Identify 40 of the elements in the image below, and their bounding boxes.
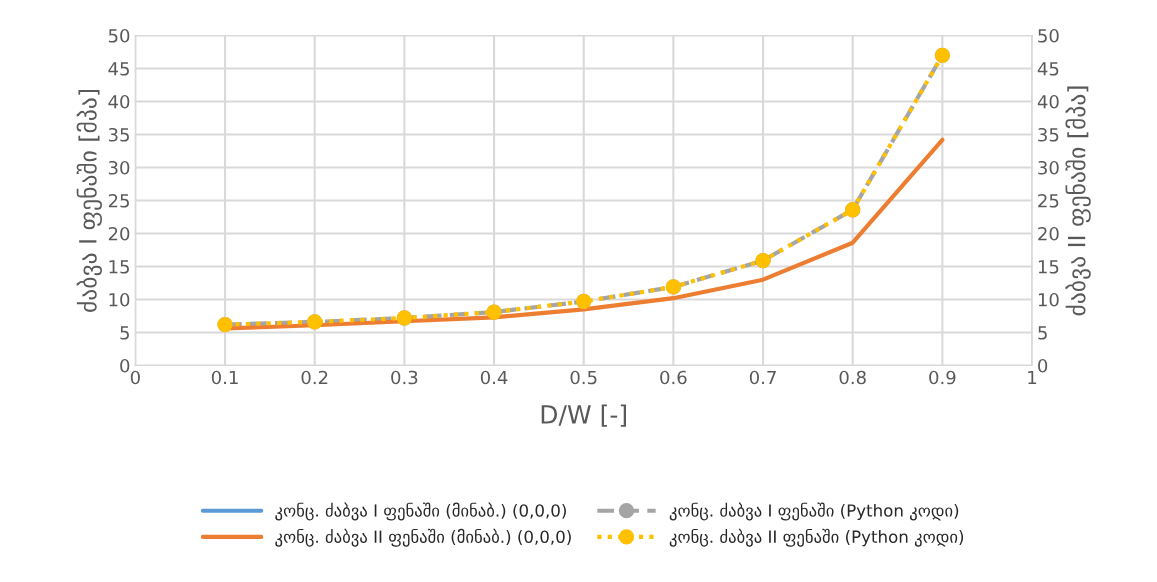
y2-tick-label: 25: [1038, 193, 1059, 208]
y-tick-label: 0: [120, 358, 130, 373]
legend-label: კონც. ძაბვა II ფენაში (Python კოდი): [669, 528, 964, 547]
legend-label: კონც. ძაბვა I ფენაში (Python კოდი): [669, 502, 959, 521]
y2-tick-label: 40: [1037, 94, 1059, 109]
y-tick-label: 30: [108, 160, 130, 175]
x-tick-label: 0.6: [660, 370, 687, 385]
y-tick-label: 40: [108, 94, 130, 109]
y2-tick-label: 45: [1037, 62, 1059, 76]
x-tick-label: 1: [1028, 370, 1037, 385]
x-tick-label: 0.3: [391, 370, 418, 385]
y2-tick-label: 30: [1038, 160, 1059, 175]
x-tick-label: 0.8: [839, 370, 866, 385]
y-tick-label: 35: [108, 127, 129, 142]
y2-tick-label: 0: [1038, 358, 1048, 373]
y2-tick-label: 20: [1038, 226, 1059, 241]
x-tick-label: 0: [130, 370, 140, 385]
y2-tick-label: 5: [1038, 326, 1047, 340]
y-tick-label: 45: [108, 62, 129, 76]
y-tick-label: 15: [109, 260, 129, 274]
y-tick-label: 20: [108, 226, 130, 241]
x-tick-label: 0.2: [301, 370, 328, 385]
x-axis-title: D/W [-]: [541, 404, 626, 427]
y-axis-title: ძაბვა I ფენაში [მპა]: [76, 89, 102, 312]
y-tick-label: 10: [109, 292, 130, 307]
y2-tick-label: 50: [1038, 28, 1059, 43]
y-tick-label: 5: [120, 326, 129, 340]
y2-tick-label: 15: [1038, 260, 1059, 274]
y-tick-label: 50: [108, 28, 130, 43]
x-tick-label: 0.5: [570, 370, 597, 385]
legend-label: კონც. ძაბვა I ფენაში (მინაბ.) (0,0,0): [275, 502, 566, 521]
x-tick-label: 0.4: [480, 370, 508, 385]
x-tick-label: 0.1: [211, 370, 238, 385]
y2-tick-label: 10: [1038, 292, 1059, 307]
x-tick-label: 0.9: [929, 370, 956, 385]
x-tick-label: 0.7: [749, 370, 776, 385]
legend-label: კონც. ძაბვა II ფენაში (მინაბ.) (0,0,0): [275, 528, 571, 547]
y2-axis-title: ძაბვა II ფენაში [მპა]: [1065, 86, 1091, 316]
y2-tick-label: 35: [1038, 127, 1059, 142]
y-tick-label: 25: [108, 193, 129, 208]
